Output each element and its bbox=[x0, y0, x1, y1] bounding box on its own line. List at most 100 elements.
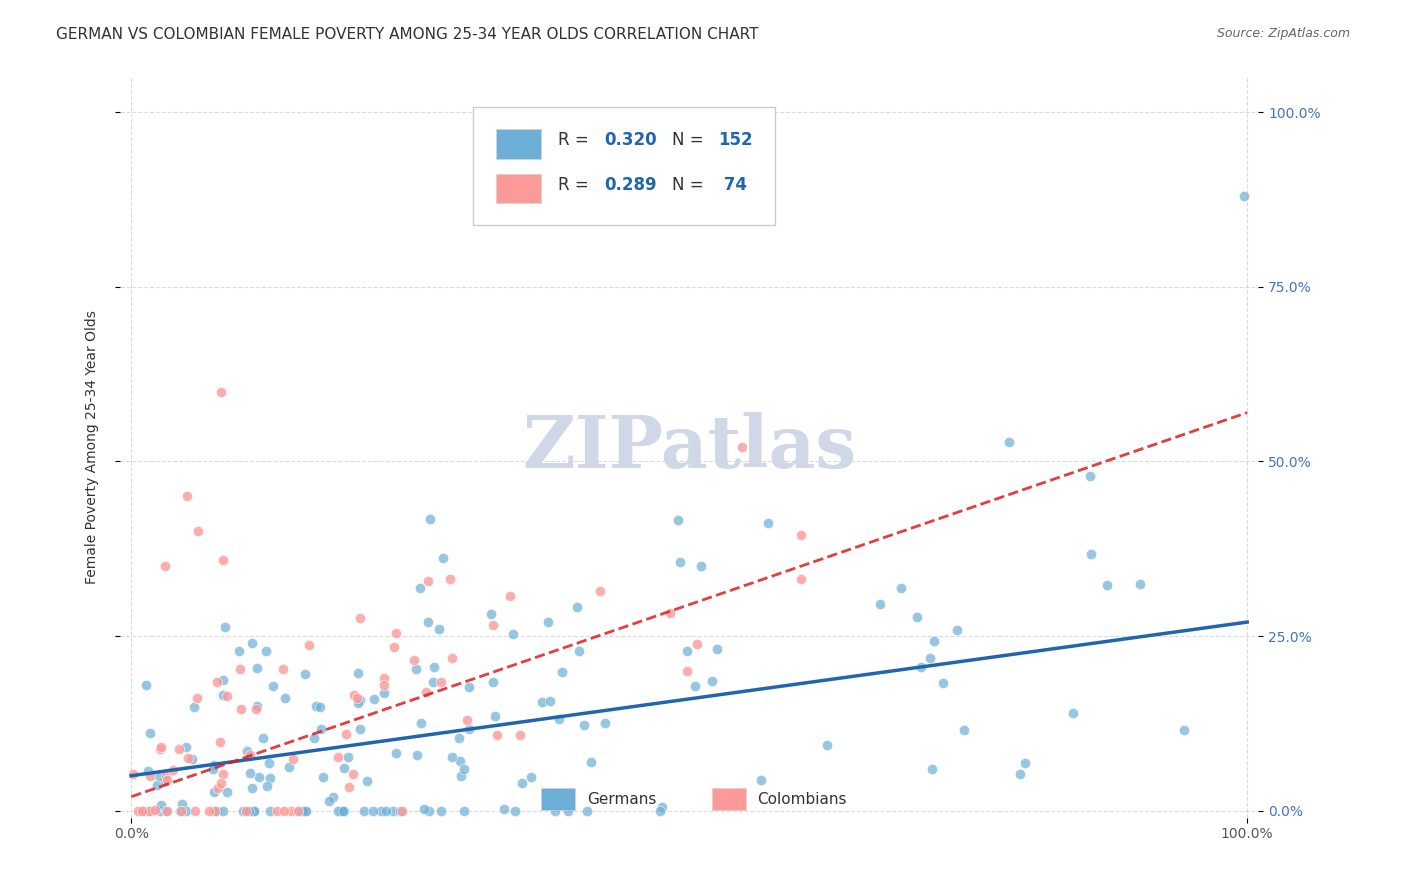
Point bbox=[415, 684, 437, 698]
Text: Colombians: Colombians bbox=[758, 791, 846, 806]
Point bbox=[430, 804, 453, 818]
Point bbox=[650, 799, 672, 814]
Point bbox=[174, 739, 197, 754]
Point bbox=[138, 764, 160, 778]
Point bbox=[815, 739, 838, 753]
Point bbox=[148, 769, 170, 783]
Point bbox=[162, 764, 184, 778]
Point bbox=[481, 607, 503, 621]
Point bbox=[1173, 723, 1195, 737]
Point bbox=[921, 763, 943, 777]
Point bbox=[370, 804, 392, 818]
Point bbox=[212, 688, 235, 702]
Point bbox=[150, 798, 173, 813]
Point bbox=[481, 674, 503, 689]
Point bbox=[449, 754, 471, 768]
Point bbox=[388, 804, 411, 818]
Point bbox=[1095, 578, 1118, 592]
Point bbox=[170, 797, 193, 811]
Point bbox=[419, 512, 441, 526]
Point bbox=[259, 804, 281, 818]
Text: Source: ZipAtlas.com: Source: ZipAtlas.com bbox=[1216, 27, 1350, 40]
Point bbox=[245, 701, 267, 715]
Point bbox=[557, 804, 579, 818]
Point bbox=[349, 693, 371, 707]
Text: 0.320: 0.320 bbox=[603, 131, 657, 149]
Point bbox=[290, 804, 312, 818]
Point bbox=[1233, 189, 1256, 203]
Point bbox=[384, 625, 406, 640]
Point bbox=[404, 653, 426, 667]
Point bbox=[155, 804, 177, 818]
Point bbox=[382, 640, 405, 654]
Point bbox=[453, 762, 475, 776]
Point bbox=[675, 643, 697, 657]
Point bbox=[1010, 766, 1032, 780]
Point bbox=[650, 804, 672, 818]
Point bbox=[790, 528, 813, 542]
FancyBboxPatch shape bbox=[472, 107, 775, 226]
Point bbox=[329, 804, 352, 818]
Point bbox=[1014, 756, 1036, 771]
Point bbox=[441, 651, 464, 665]
Point bbox=[247, 770, 270, 784]
Point bbox=[312, 771, 335, 785]
FancyBboxPatch shape bbox=[496, 174, 541, 203]
Point bbox=[274, 691, 297, 706]
Point bbox=[214, 620, 236, 634]
Point bbox=[349, 610, 371, 624]
Point bbox=[139, 769, 162, 783]
Point bbox=[273, 804, 295, 818]
Point bbox=[298, 638, 321, 652]
Point bbox=[494, 802, 516, 816]
Text: 0.289: 0.289 bbox=[603, 176, 657, 194]
Point bbox=[373, 678, 395, 692]
Point bbox=[212, 804, 235, 818]
Point bbox=[531, 695, 554, 709]
Point bbox=[228, 643, 250, 657]
Point bbox=[309, 700, 332, 714]
Point bbox=[432, 551, 454, 566]
Text: ZIPatlas: ZIPatlas bbox=[522, 412, 856, 483]
Point bbox=[322, 789, 344, 804]
Point bbox=[132, 804, 155, 818]
Point bbox=[342, 767, 364, 781]
Point bbox=[145, 778, 167, 792]
Point bbox=[409, 715, 432, 730]
Point bbox=[211, 553, 233, 567]
Point bbox=[229, 662, 252, 676]
Point bbox=[183, 804, 205, 818]
Point bbox=[430, 674, 453, 689]
Point bbox=[416, 574, 439, 588]
Point bbox=[458, 681, 481, 695]
Text: N =: N = bbox=[672, 176, 709, 194]
Point bbox=[668, 555, 690, 569]
Point bbox=[153, 559, 176, 574]
Point bbox=[905, 609, 928, 624]
Point bbox=[537, 615, 560, 630]
Point bbox=[1063, 706, 1085, 720]
Point bbox=[122, 767, 145, 781]
Point bbox=[730, 440, 752, 454]
Point bbox=[575, 804, 598, 818]
Point bbox=[453, 804, 475, 818]
Point bbox=[869, 597, 891, 611]
Point bbox=[998, 435, 1021, 450]
Point bbox=[207, 780, 229, 795]
Point bbox=[149, 804, 172, 818]
Point bbox=[700, 673, 723, 688]
Point bbox=[209, 384, 232, 399]
Point bbox=[202, 757, 225, 772]
Point bbox=[373, 686, 395, 700]
Point bbox=[208, 735, 231, 749]
Point bbox=[229, 701, 252, 715]
Point bbox=[343, 688, 366, 702]
Text: R =: R = bbox=[558, 176, 595, 194]
Point bbox=[139, 804, 162, 818]
Point bbox=[239, 748, 262, 763]
Point bbox=[302, 731, 325, 745]
Point bbox=[335, 727, 357, 741]
Point bbox=[181, 752, 204, 766]
Point bbox=[450, 769, 472, 783]
Point bbox=[449, 731, 471, 745]
